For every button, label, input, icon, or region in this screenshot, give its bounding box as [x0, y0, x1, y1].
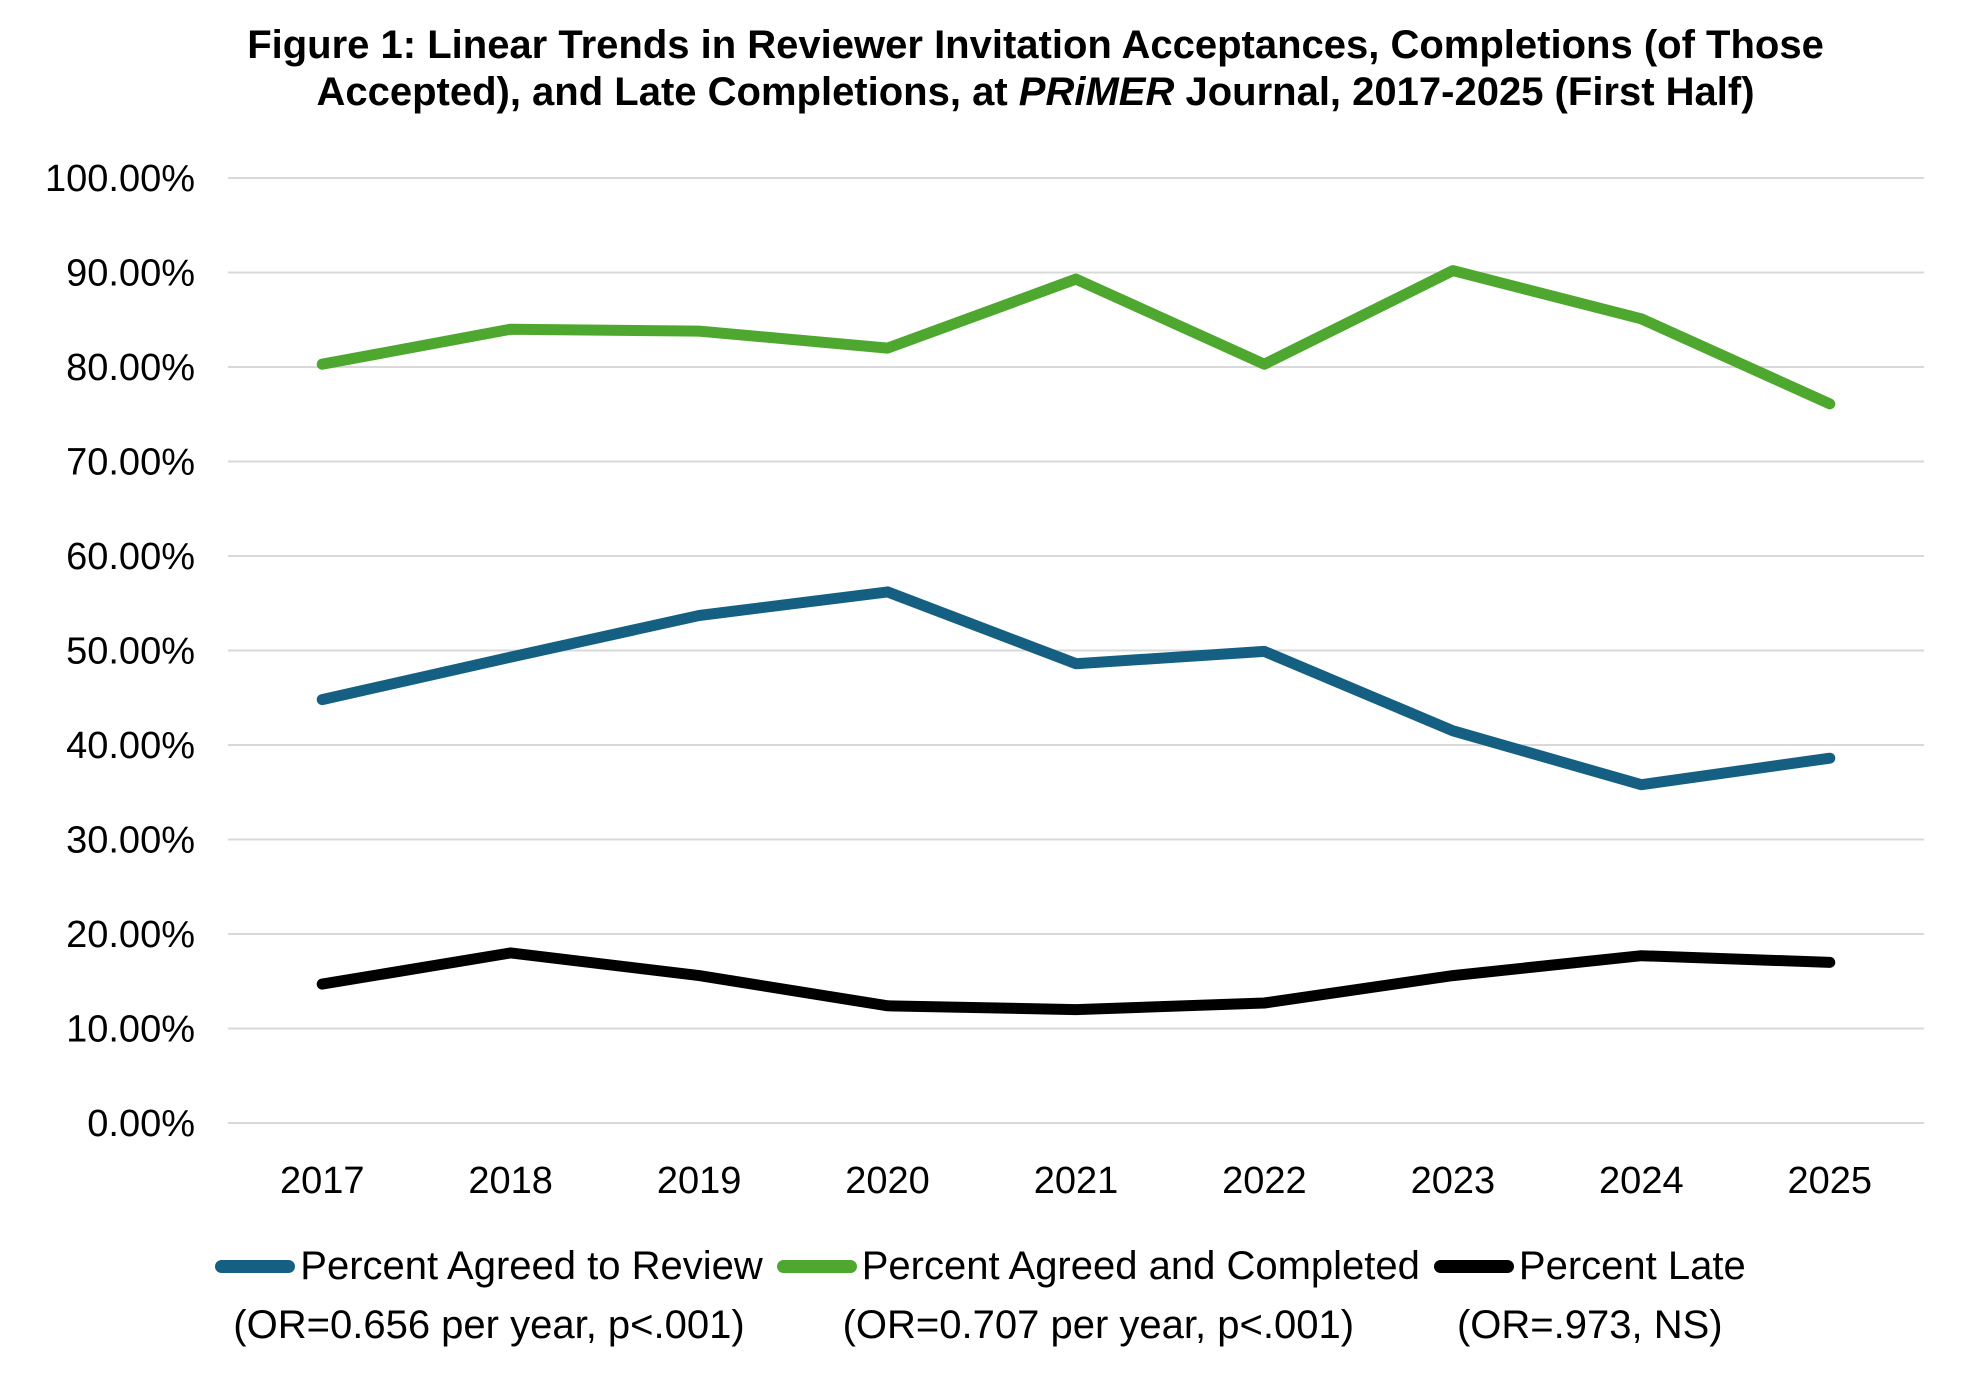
legend-or-note-percent-late: (OR=.973, NS): [1456, 1303, 1723, 1347]
y-axis-tick-label: 80.00%: [66, 347, 195, 389]
y-axis-tick-label: 70.00%: [66, 442, 195, 484]
legend-swatch-agreed-to-review-icon: [215, 1260, 296, 1273]
x-axis-tick-label: 2021: [1034, 1160, 1119, 1202]
x-axis-tick-label: 2025: [1788, 1160, 1873, 1202]
x-axis-tick-label: 2022: [1222, 1160, 1307, 1202]
x-axis-tick-label: 2018: [468, 1160, 553, 1202]
x-axis-tick-label: 2020: [845, 1160, 930, 1202]
y-axis-tick-label: 30.00%: [66, 820, 195, 862]
legend-item-agreed-to-review: Percent Agreed to Review (OR=0.656 per y…: [215, 1244, 763, 1348]
y-axis-tick-label: 90.00%: [66, 253, 195, 295]
x-axis-tick-label: 2019: [657, 1160, 742, 1202]
x-axis-tick-label: 2023: [1411, 1160, 1496, 1202]
x-axis-tick-label: 2024: [1599, 1160, 1684, 1202]
y-axis-tick-label: 40.00%: [66, 725, 195, 767]
legend-or-note-agreed-and-completed: (OR=0.707 per year, p<.001): [842, 1303, 1355, 1347]
legend-label-agreed-to-review: Percent Agreed to Review: [300, 1244, 763, 1288]
journal-name-italic: PRiMER: [1018, 70, 1175, 115]
legend-swatch-percent-late-icon: [1433, 1260, 1514, 1273]
y-axis-tick-label: 60.00%: [66, 536, 195, 578]
legend-item-agreed-and-completed: Percent Agreed and Completed (OR=0.707 p…: [776, 1244, 1420, 1348]
x-axis-tick-label: 2017: [280, 1160, 365, 1202]
chart-title-line1: Figure 1: Linear Trends in Reviewer Invi…: [247, 23, 1824, 67]
legend-item-percent-late: Percent Late (OR=.973, NS): [1433, 1244, 1746, 1348]
chart-title-line2: Accepted), and Late Completions, at PRiM…: [316, 70, 1755, 115]
legend-or-note-agreed-to-review: (OR=0.656 per year, p<.001): [233, 1303, 745, 1347]
series-line-percent-agreed-and-completed: [316, 265, 1836, 410]
y-axis-tick-label: 50.00%: [66, 631, 195, 673]
y-axis-tick-label: 0.00%: [87, 1103, 195, 1145]
series-line-percent-agreed-to-review: [316, 586, 1836, 791]
legend-label-agreed-and-completed: Percent Agreed and Completed: [861, 1244, 1420, 1288]
chart-title: Figure 1: Linear Trends in Reviewer Invi…: [150, 22, 1921, 116]
series-line-percent-late: [316, 947, 1836, 1016]
y-axis-tick-label: 100.00%: [45, 158, 195, 200]
y-axis-tick-label: 10.00%: [66, 1009, 195, 1051]
y-axis-tick-label: 20.00%: [66, 914, 195, 956]
legend-swatch-agreed-and-completed-icon: [776, 1260, 857, 1273]
line-chart-plot-area: 100.00% 90.00% 80.00% 70.00% 60.00% 50.00% 40.…: [45, 158, 1924, 1202]
chart-legend: Percent Agreed to Review (OR=0.656 per y…: [0, 1244, 1961, 1348]
legend-label-percent-late: Percent Late: [1518, 1244, 1746, 1288]
